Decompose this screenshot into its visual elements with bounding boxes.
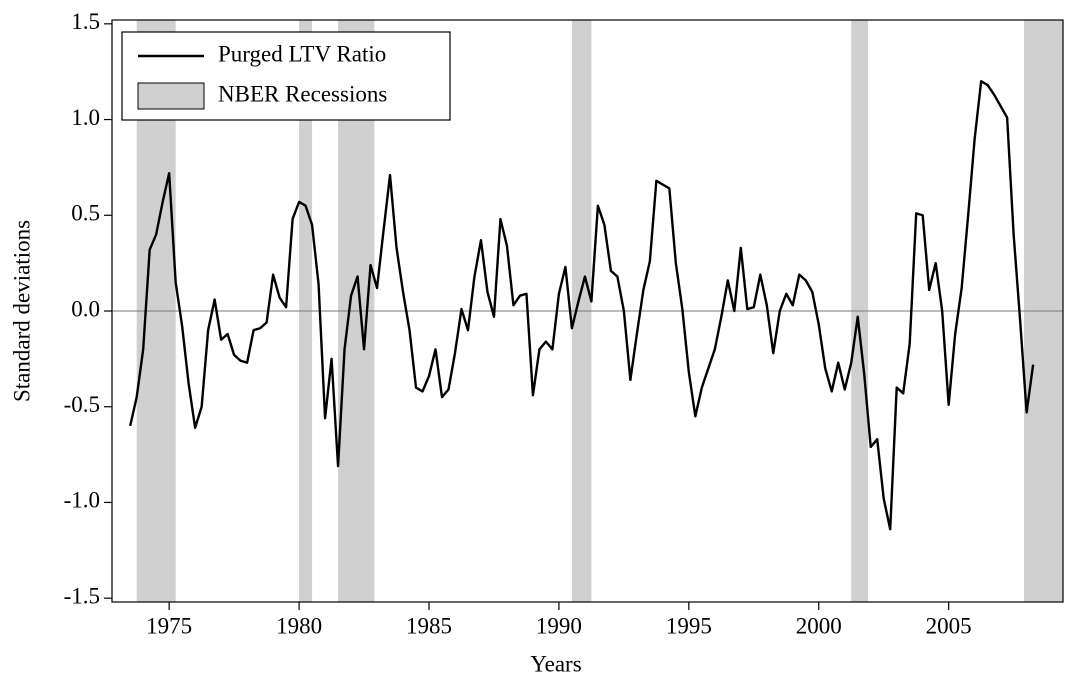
- legend-swatch: [137, 82, 205, 110]
- x-tick-label: 1980: [276, 613, 322, 638]
- x-tick-label: 2005: [926, 613, 972, 638]
- x-tick-label: 2000: [796, 613, 842, 638]
- plot-frame: [111, 19, 1064, 603]
- y-tick-label: 0.5: [71, 201, 100, 226]
- y-axis-title: Standard deviations: [9, 220, 34, 402]
- x-axis-title: Years: [530, 651, 581, 676]
- y-tick-label: 1.0: [71, 105, 100, 130]
- data-line: [129, 80, 1035, 531]
- legend-label: Purged LTV Ratio: [218, 41, 386, 66]
- plot-layer: 1.5 1.0 0.5 0.0 -0.5 -1.0 -1.5 1975 1980 1985 1990…: [64, 9, 1064, 638]
- y-tick-label: 0.0: [71, 296, 100, 321]
- x-tick-label: 1990: [536, 613, 582, 638]
- y-tick-label: 1.5: [71, 9, 100, 34]
- x-tick-label: 1995: [666, 613, 712, 638]
- x-tick-label: 1975: [146, 613, 192, 638]
- y-tick-label: -0.5: [64, 392, 100, 417]
- x-tick-label: 1985: [406, 613, 452, 638]
- y-tick-label: -1.5: [64, 583, 100, 608]
- y-tick-label: -1.0: [64, 488, 100, 513]
- legend-label: NBER Recessions: [218, 81, 387, 106]
